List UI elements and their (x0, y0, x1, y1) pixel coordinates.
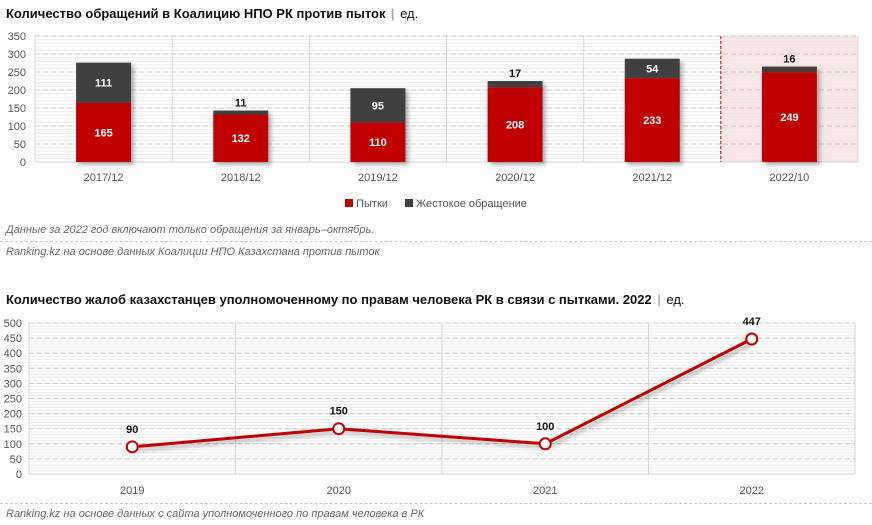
data-point-marker (745, 332, 759, 346)
bar-cruel-treatment (76, 62, 132, 103)
chart1-title-unit: ед. (400, 6, 419, 21)
bar-label-torture: 165 (94, 127, 112, 139)
x-tick-label: 2019 (120, 485, 144, 497)
bar-label-cruel-treatment: 95 (372, 100, 384, 112)
legend-item-cruel-treatment: Жестокое обращение (404, 198, 527, 210)
chart1-title-text: Количество обращений в Коалицию НПО РК п… (6, 6, 386, 21)
bar-label-torture: 233 (643, 115, 661, 127)
bar-group (624, 58, 680, 162)
bar-label-cruel-treatment: 111 (95, 78, 112, 90)
y-tick-label: 0 (16, 469, 22, 481)
x-tick-label: 2022 (740, 485, 764, 497)
bar-torture (76, 102, 132, 162)
bar-group (761, 66, 817, 162)
legend-item-torture: Пытки (345, 198, 388, 210)
x-tick-label: 2021 (533, 485, 557, 497)
bar-label-cruel-treatment: 16 (783, 54, 795, 66)
data-point-marker (332, 422, 346, 436)
bar-label-torture: 110 (369, 137, 387, 149)
y-tick-label: 100 (8, 121, 26, 133)
x-tick-label: 2020 (327, 485, 351, 497)
y-tick-label: 50 (10, 454, 22, 466)
data-point-marker (125, 440, 139, 454)
y-tick-label: 200 (8, 85, 26, 97)
y-tick-label: 300 (4, 378, 22, 390)
legend-swatch-cruel-treatment (404, 199, 413, 208)
bar-group (350, 88, 406, 162)
bar-cruel-treatment (624, 58, 680, 79)
divider (0, 503, 872, 504)
bar-torture (350, 122, 406, 162)
bar-torture (487, 87, 543, 162)
y-tick-label: 100 (4, 439, 22, 451)
y-tick-label: 300 (8, 49, 26, 61)
chart1-title-separator: | (391, 6, 395, 21)
bar-cruel-treatment (213, 110, 269, 115)
y-tick-label: 50 (14, 139, 26, 151)
x-tick-label: 2022/10 (770, 172, 810, 184)
data-point-marker (538, 437, 552, 451)
bar-label-torture: 208 (506, 120, 524, 132)
bar-label-cruel-treatment: 17 (509, 68, 521, 80)
bar-torture (624, 78, 680, 162)
bar-group (213, 110, 269, 162)
chart1-footnote: Данные за 2022 год включают только обращ… (6, 224, 375, 236)
bar-label-cruel-treatment: 54 (646, 63, 659, 75)
bar-cruel-treatment (350, 88, 406, 123)
y-tick-label: 350 (4, 363, 22, 375)
bar-label-cruel-treatment: 11 (235, 98, 247, 110)
y-tick-label: 250 (4, 394, 22, 406)
chart2-title-separator: | (657, 292, 661, 307)
bar-torture (213, 114, 269, 162)
data-label: 447 (743, 316, 761, 328)
chart1-source: Ranking.kz на основе данных Коалиции НПО… (6, 246, 380, 258)
chart2-title-text: Количество жалоб казахстанцев уполномоче… (6, 292, 652, 307)
chart1-legend: Пытки Жестокое обращение (0, 198, 872, 210)
data-label: 100 (536, 421, 554, 433)
legend-swatch-torture (345, 199, 354, 208)
x-tick-label: 2020/12 (495, 172, 535, 184)
y-tick-label: 200 (4, 409, 22, 421)
chart1-title: Количество обращений в Коалицию НПО РК п… (6, 6, 418, 21)
bar-group (76, 62, 132, 162)
series-line (132, 337, 753, 449)
bar-group (487, 81, 543, 162)
bar-label-torture: 249 (780, 112, 798, 124)
legend-label-torture: Пытки (356, 198, 388, 210)
x-tick-label: 2018/12 (221, 172, 261, 184)
x-tick-label: 2017/12 (84, 172, 124, 184)
y-tick-label: 150 (8, 103, 26, 115)
chart2-source: Ranking.kz на основе данных с сайта упол… (6, 508, 425, 520)
divider (0, 241, 872, 242)
stacked-bar-chart: 0 50 100 150 200 250 300 350 165 111 2017/12 132 11 2… (8, 31, 859, 184)
x-tick-label: 2021/12 (632, 172, 672, 184)
y-tick-label: 150 (4, 424, 22, 436)
bar-label-torture: 132 (232, 133, 250, 145)
chart2-title-unit: ед. (666, 292, 685, 307)
x-tick-label: 2019/12 (358, 172, 398, 184)
line-chart: 0 50 100 150 200 250 300 350 400 450 500 90 2019 150 2… (4, 316, 856, 497)
data-label: 90 (126, 424, 138, 436)
y-tick-label: 0 (20, 157, 26, 169)
legend-label-cruel-treatment: Жестокое обращение (415, 198, 527, 210)
y-tick-label: 500 (4, 318, 22, 330)
bar-torture (761, 72, 817, 162)
y-tick-label: 350 (8, 31, 26, 43)
y-tick-label: 250 (8, 67, 26, 79)
bar-cruel-treatment (761, 66, 817, 73)
bar-cruel-treatment (487, 81, 543, 88)
chart2-title: Количество жалоб казахстанцев уполномоче… (6, 292, 685, 307)
y-tick-label: 450 (4, 333, 22, 345)
y-tick-label: 400 (4, 348, 22, 360)
data-label: 150 (330, 406, 348, 418)
